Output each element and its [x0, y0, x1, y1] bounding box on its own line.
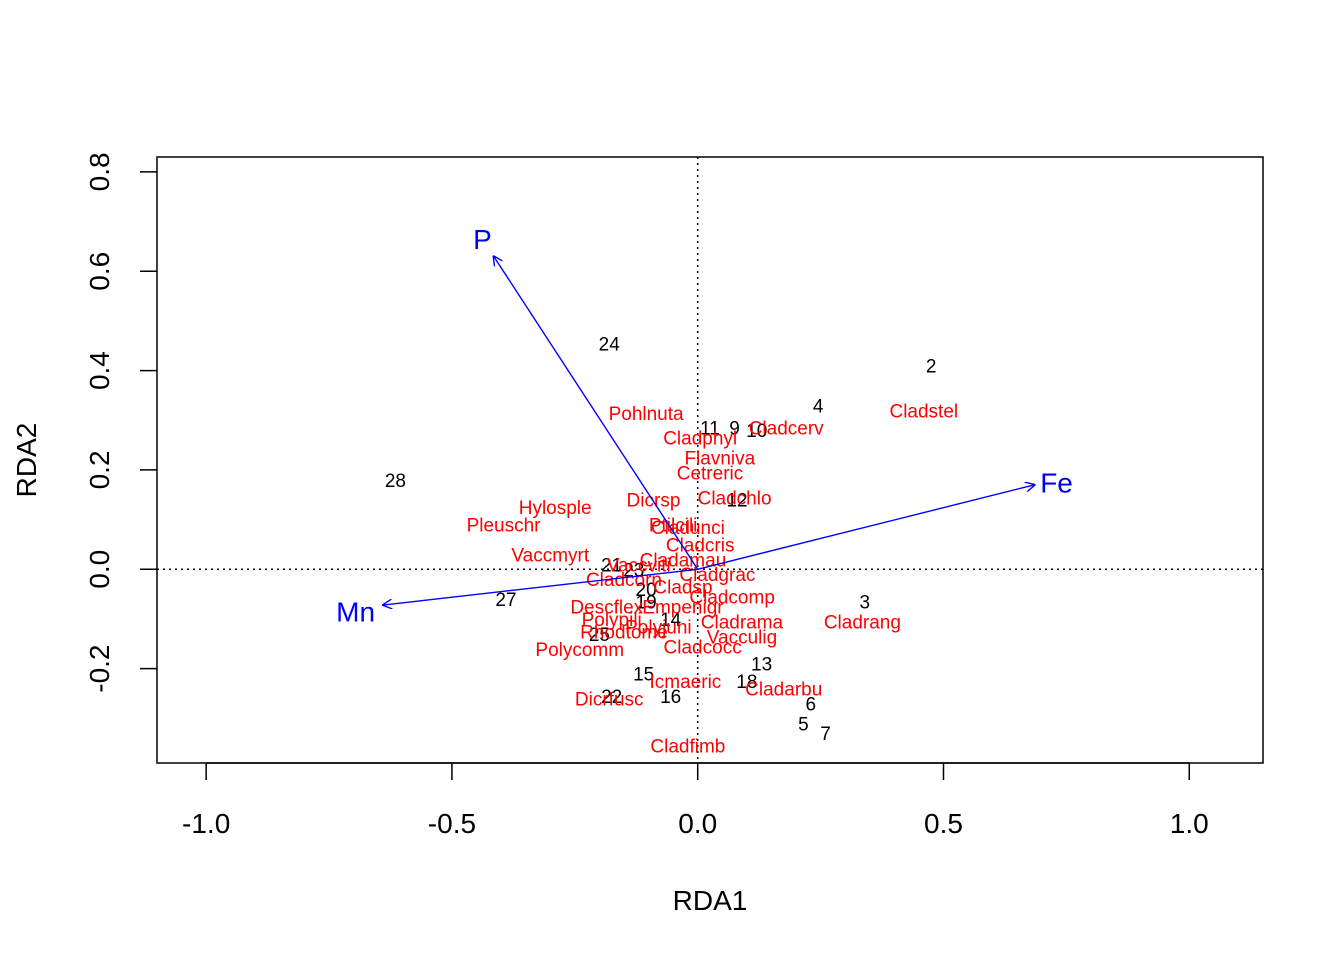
species-label-cladrama: Cladrama [701, 612, 784, 633]
site-label-6: 6 [805, 694, 816, 715]
species-label-cladstel: Cladstel [889, 401, 958, 422]
arrow-label-fe: Fe [1040, 467, 1073, 498]
species-label-polyjuni: Polyjuni [625, 617, 692, 638]
site-label-18: 18 [736, 672, 757, 693]
species-label-rhodtome: Rhodtome [580, 622, 668, 643]
species-label-descflex: Descflex [570, 598, 643, 619]
site-label-4: 4 [813, 396, 824, 417]
site-label-19: 19 [636, 593, 657, 614]
site-label-7: 7 [820, 724, 831, 745]
species-label-polycomm: Polycomm [535, 640, 624, 661]
species-label-cladfimb: Cladfimb [650, 737, 725, 758]
species-label-cladcocc: Cladcocc [664, 637, 742, 658]
site-label-27: 27 [495, 590, 516, 611]
y-tick-label: -0.2 [84, 644, 115, 692]
y-tick-label: 0.8 [84, 152, 115, 191]
species-label-icmaeric: Icmaeric [650, 672, 722, 693]
arrow-p [494, 256, 699, 570]
site-label-13: 13 [751, 655, 772, 676]
species-label-vacculig: Vacculig [707, 627, 777, 648]
site-label-28: 28 [385, 471, 406, 492]
site-label-12: 12 [726, 491, 747, 512]
species-label-ptilcili: Ptilcili [649, 516, 698, 537]
species-label-polypili: Polypili [582, 610, 642, 631]
species-label-cladsp: Cladsp [653, 578, 712, 599]
arrow-label-p: P [473, 224, 492, 255]
x-tick-label: -0.5 [428, 808, 476, 839]
site-label-22: 22 [601, 687, 622, 708]
species-label-cladcris: Cladcris [666, 535, 735, 556]
arrow-mn [383, 568, 698, 605]
site-label-10: 10 [746, 421, 767, 442]
site-label-20: 20 [636, 580, 657, 601]
species-label-flavniva: Flavniva [684, 449, 755, 470]
site-label-9: 9 [729, 419, 740, 440]
species-label-cladcomp: Cladcomp [689, 588, 775, 609]
species-label-pleuschr: Pleuschr [467, 516, 542, 537]
site-label-24: 24 [599, 334, 621, 355]
species-label-dicrfusc: Dicrfusc [575, 689, 644, 710]
site-label-11: 11 [700, 419, 720, 440]
site-label-2: 2 [926, 357, 937, 378]
species-label-cladamau: Cladamau [640, 550, 727, 571]
arrow-fe [697, 485, 1035, 570]
site-label-15: 15 [633, 665, 654, 686]
species-label-hylosple: Hylosple [519, 498, 592, 519]
x-tick-label: 0.0 [678, 808, 717, 839]
y-axis-title: RDA2 [11, 423, 42, 498]
species-label-cladunci: Cladunci [651, 518, 725, 539]
x-tick-label: 0.5 [924, 808, 963, 839]
species-label-cladcerv: Cladcerv [749, 419, 824, 440]
x-tick-label: -1.0 [182, 808, 230, 839]
species-label-empenigr: Empenigr [642, 598, 724, 619]
species-label-vaccmyrt: Vaccmyrt [511, 545, 589, 566]
y-tick-label: 0.0 [84, 550, 115, 589]
y-tick-label: 0.6 [84, 252, 115, 291]
site-label-5: 5 [798, 714, 809, 735]
species-label-cladchlo: Cladchlo [698, 488, 772, 509]
site-label-21: 21 [601, 555, 622, 576]
species-label-cetreric: Cetreric [677, 463, 744, 484]
plot-frame [156, 156, 1264, 764]
arrow-label-mn: Mn [336, 597, 375, 628]
species-label-pohlnuta: Pohlnuta [609, 404, 684, 425]
x-axis-title: RDA1 [673, 885, 748, 916]
site-label-25: 25 [589, 625, 610, 646]
site-label-3: 3 [860, 593, 871, 614]
species-label-cladrang: Cladrang [824, 612, 901, 633]
y-tick-label: 0.4 [84, 351, 115, 390]
site-label-16: 16 [660, 687, 681, 708]
x-tick-label: 1.0 [1170, 808, 1209, 839]
species-label-vaccviti: Vaccviti [607, 555, 671, 576]
y-tick-label: 0.2 [84, 450, 115, 489]
site-label-14: 14 [660, 610, 682, 631]
species-label-cladgrac: Cladgrac [679, 565, 755, 586]
species-label-cladarbu: Cladarbu [745, 679, 822, 700]
species-label-cladphyl: Cladphyl [663, 429, 737, 450]
